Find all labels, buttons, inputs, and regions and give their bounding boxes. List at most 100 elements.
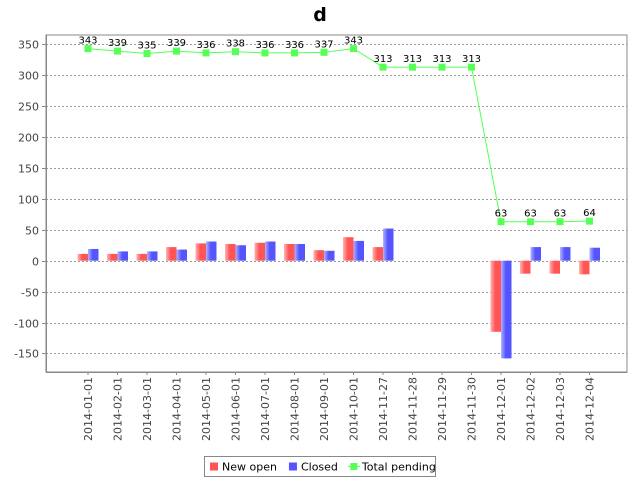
- total-pending-point: [114, 47, 121, 55]
- plot-area: [45, 34, 628, 373]
- bar-new-open: [343, 237, 354, 261]
- x-tick-label: 2014-12-02: [525, 377, 538, 441]
- total-pending-point: [291, 49, 298, 57]
- legend-box: [204, 456, 436, 477]
- bar-new-open: [313, 250, 324, 261]
- x-tick-label: 2014-05-01: [200, 377, 213, 441]
- legend-swatch: [288, 462, 297, 471]
- total-pending-point: [320, 48, 328, 56]
- bar-new-open: [520, 260, 531, 274]
- x-tick-label: 2014-12-04: [584, 377, 597, 441]
- bar-new-open: [579, 260, 590, 275]
- y-tick-label: 100: [18, 194, 39, 207]
- total-pending-data-label: 338: [226, 39, 245, 50]
- x-tick-label: 2014-09-01: [318, 377, 331, 441]
- y-tick-label: -100: [14, 318, 39, 331]
- x-tick-label: 2014-03-01: [141, 377, 154, 441]
- total-pending-point: [556, 218, 564, 226]
- total-pending-point: [350, 45, 357, 53]
- y-tick-label: -150: [14, 348, 39, 361]
- y-tick-label: 200: [18, 132, 39, 145]
- total-pending-data-label: 336: [255, 40, 274, 51]
- total-pending-data-label: 336: [285, 40, 304, 51]
- bar-new-open: [549, 260, 560, 274]
- bar-new-open: [166, 247, 177, 261]
- grid-lines: [45, 34, 628, 373]
- total-pending-data-label: 335: [137, 41, 156, 52]
- total-pending-data-label: 337: [314, 39, 333, 50]
- bar-new-open: [372, 247, 383, 261]
- y-tick-label: 0: [32, 256, 39, 269]
- y-tick-label: 150: [18, 163, 39, 176]
- total-pending-point: [173, 47, 180, 55]
- total-pending-point: [232, 48, 239, 56]
- y-tick-label: 350: [18, 39, 39, 52]
- x-tick-label: 2014-11-27: [377, 377, 390, 441]
- data-labels: 343 339 335 339 336 338 336 336 337 343 313 313 313 3…: [78, 36, 595, 220]
- total-pending-point: [143, 50, 151, 58]
- legend: New open Closed Total pending: [204, 456, 436, 477]
- bar-closed: [206, 241, 217, 261]
- y-tick-label: 50: [25, 225, 39, 238]
- x-tick-label: 2014-12-01: [495, 377, 508, 441]
- x-tick-label: 2014-02-01: [112, 377, 125, 441]
- x-tick-label: 2014-08-01: [289, 377, 302, 441]
- x-tick-label: 2014-11-29: [436, 377, 449, 441]
- bar-new-open: [225, 244, 236, 261]
- legend-swatch: [350, 463, 358, 470]
- y-tick-label: -50: [21, 287, 39, 300]
- total-pending-point: [84, 45, 92, 53]
- bar-closed: [265, 241, 276, 261]
- total-pending-point: [261, 49, 269, 57]
- bars: [77, 228, 600, 359]
- bar-closed: [294, 244, 305, 261]
- total-pending-data-label: 336: [196, 40, 215, 51]
- x-tick-label: 2014-11-30: [466, 377, 479, 441]
- total-pending-point: [586, 217, 593, 225]
- total-pending-data-label: 313: [373, 54, 392, 65]
- total-pending-data-label: 343: [78, 36, 97, 47]
- y-tick-label: 300: [18, 70, 39, 83]
- total-pending-point: [409, 63, 416, 71]
- total-pending-point: [468, 63, 475, 71]
- total-pending-data-label: 339: [167, 38, 186, 49]
- total-pending-data-label: 313: [403, 54, 422, 65]
- bar-closed: [147, 251, 158, 261]
- legend-label: Closed: [301, 461, 338, 474]
- bar-closed: [383, 228, 394, 261]
- y-tick-label: 250: [18, 101, 39, 114]
- total-pending-data-label: 313: [432, 54, 451, 65]
- x-tick-label: 2014-01-01: [82, 377, 95, 441]
- x-tick-label: 2014-12-03: [554, 377, 567, 441]
- x-tick-label: 2014-11-28: [407, 377, 420, 441]
- bar-closed: [589, 247, 600, 261]
- bar-closed: [560, 247, 571, 261]
- bar-new-open: [284, 244, 295, 261]
- total-pending-data-label: 343: [344, 36, 363, 47]
- total-pending-data-label: 63: [554, 209, 567, 220]
- bar-new-open: [107, 253, 118, 261]
- legend-swatch: [210, 462, 218, 471]
- x-tick-label: 2014-10-01: [348, 377, 361, 441]
- bar-closed: [501, 260, 512, 359]
- bar-closed: [176, 249, 187, 261]
- total-pending-data-label: 339: [108, 38, 127, 49]
- bar-new-open: [136, 253, 147, 261]
- total-pending-point: [379, 63, 387, 71]
- x-tick-label: 2014-07-01: [259, 377, 272, 441]
- total-pending-data-label: 64: [583, 208, 596, 219]
- total-pending-line-layer: [84, 45, 593, 226]
- chart-title: d: [313, 4, 327, 26]
- total-pending-point: [527, 218, 534, 226]
- total-pending-point: [438, 63, 446, 71]
- x-tick-label: 2014-04-01: [171, 377, 184, 441]
- legend-label: Total pending: [361, 461, 436, 474]
- total-pending-point: [497, 218, 505, 226]
- total-pending-point: [202, 49, 210, 57]
- bar-closed: [530, 247, 541, 261]
- bar-new-open: [490, 260, 501, 332]
- legend-label: New open: [222, 461, 277, 474]
- bar-new-open: [195, 243, 206, 261]
